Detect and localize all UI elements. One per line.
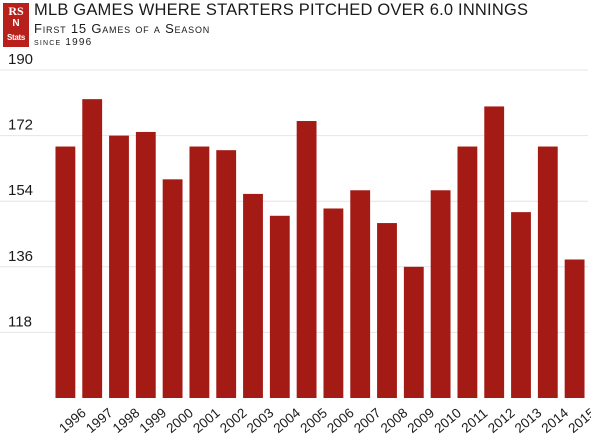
logo-text-top: RS xyxy=(8,4,24,18)
bar-2003 xyxy=(243,193,263,398)
x-tick-label: 1996 xyxy=(56,405,89,436)
bar-2006 xyxy=(323,208,344,398)
chart-title: MLB GAMES WHERE STARTERS PITCHED OVER 6.… xyxy=(34,1,529,19)
bar-2000 xyxy=(162,179,183,398)
x-tick-label: 2015 xyxy=(565,405,591,436)
x-tick-label: 2012 xyxy=(485,405,518,436)
chart-note: since 1996 xyxy=(34,37,93,48)
bar-2005 xyxy=(296,121,317,399)
x-tick-label: 2001 xyxy=(190,405,223,436)
x-tick-label: 2008 xyxy=(378,405,411,436)
bar-2011 xyxy=(457,146,478,398)
x-tick-label: 2010 xyxy=(431,405,464,436)
x-tick-label: 2009 xyxy=(405,405,438,436)
x-tick-label: 2014 xyxy=(539,405,572,436)
bar-2009 xyxy=(403,266,424,398)
bar-1999 xyxy=(135,131,156,398)
x-tick-label: 2003 xyxy=(244,405,277,436)
x-tick-label: 2002 xyxy=(217,405,250,436)
bar-2015 xyxy=(564,259,585,398)
x-tick-label: 1999 xyxy=(137,405,170,436)
bars xyxy=(55,99,585,399)
rsn-stats-logo: RS N Stats xyxy=(3,3,29,47)
x-tick-label: 2005 xyxy=(297,405,330,436)
bar-1996 xyxy=(55,146,76,398)
x-tick-label: 2006 xyxy=(324,405,357,436)
logo-text-bottom: Stats xyxy=(6,33,26,42)
y-tick-label: 136 xyxy=(8,248,33,265)
y-tick-label: 118 xyxy=(8,313,32,330)
x-tick-label: 2000 xyxy=(163,405,196,436)
x-tick-label: 1997 xyxy=(83,405,116,436)
y-tick-label: 190 xyxy=(8,51,33,68)
y-tick-label: 172 xyxy=(8,117,33,134)
bar-2001 xyxy=(189,146,210,398)
x-tick-label: 2004 xyxy=(271,405,304,436)
bar-2013 xyxy=(511,212,531,398)
bar-1998 xyxy=(109,135,129,398)
bar-2010 xyxy=(430,190,451,398)
bar-2007 xyxy=(350,190,371,398)
x-tick-label: 2013 xyxy=(512,405,545,436)
chart-subtitle: First 15 Games of a Season xyxy=(34,21,211,36)
bar-2002 xyxy=(216,150,237,398)
logo-text-mid: N xyxy=(12,18,20,29)
bar-1997 xyxy=(82,99,103,399)
y-axis-ticks: 118 136 154 172 190 xyxy=(8,51,33,330)
x-tick-label: 1998 xyxy=(110,405,143,436)
bar-2012 xyxy=(484,106,505,398)
bar-2008 xyxy=(377,223,397,398)
x-axis-ticks: 1996199719981999200020012002200320042005… xyxy=(56,405,591,436)
bar-2004 xyxy=(269,215,290,398)
x-tick-label: 2007 xyxy=(351,405,384,436)
y-tick-label: 154 xyxy=(8,182,33,199)
x-tick-label: 2011 xyxy=(459,405,491,435)
bar-2014 xyxy=(537,146,558,398)
